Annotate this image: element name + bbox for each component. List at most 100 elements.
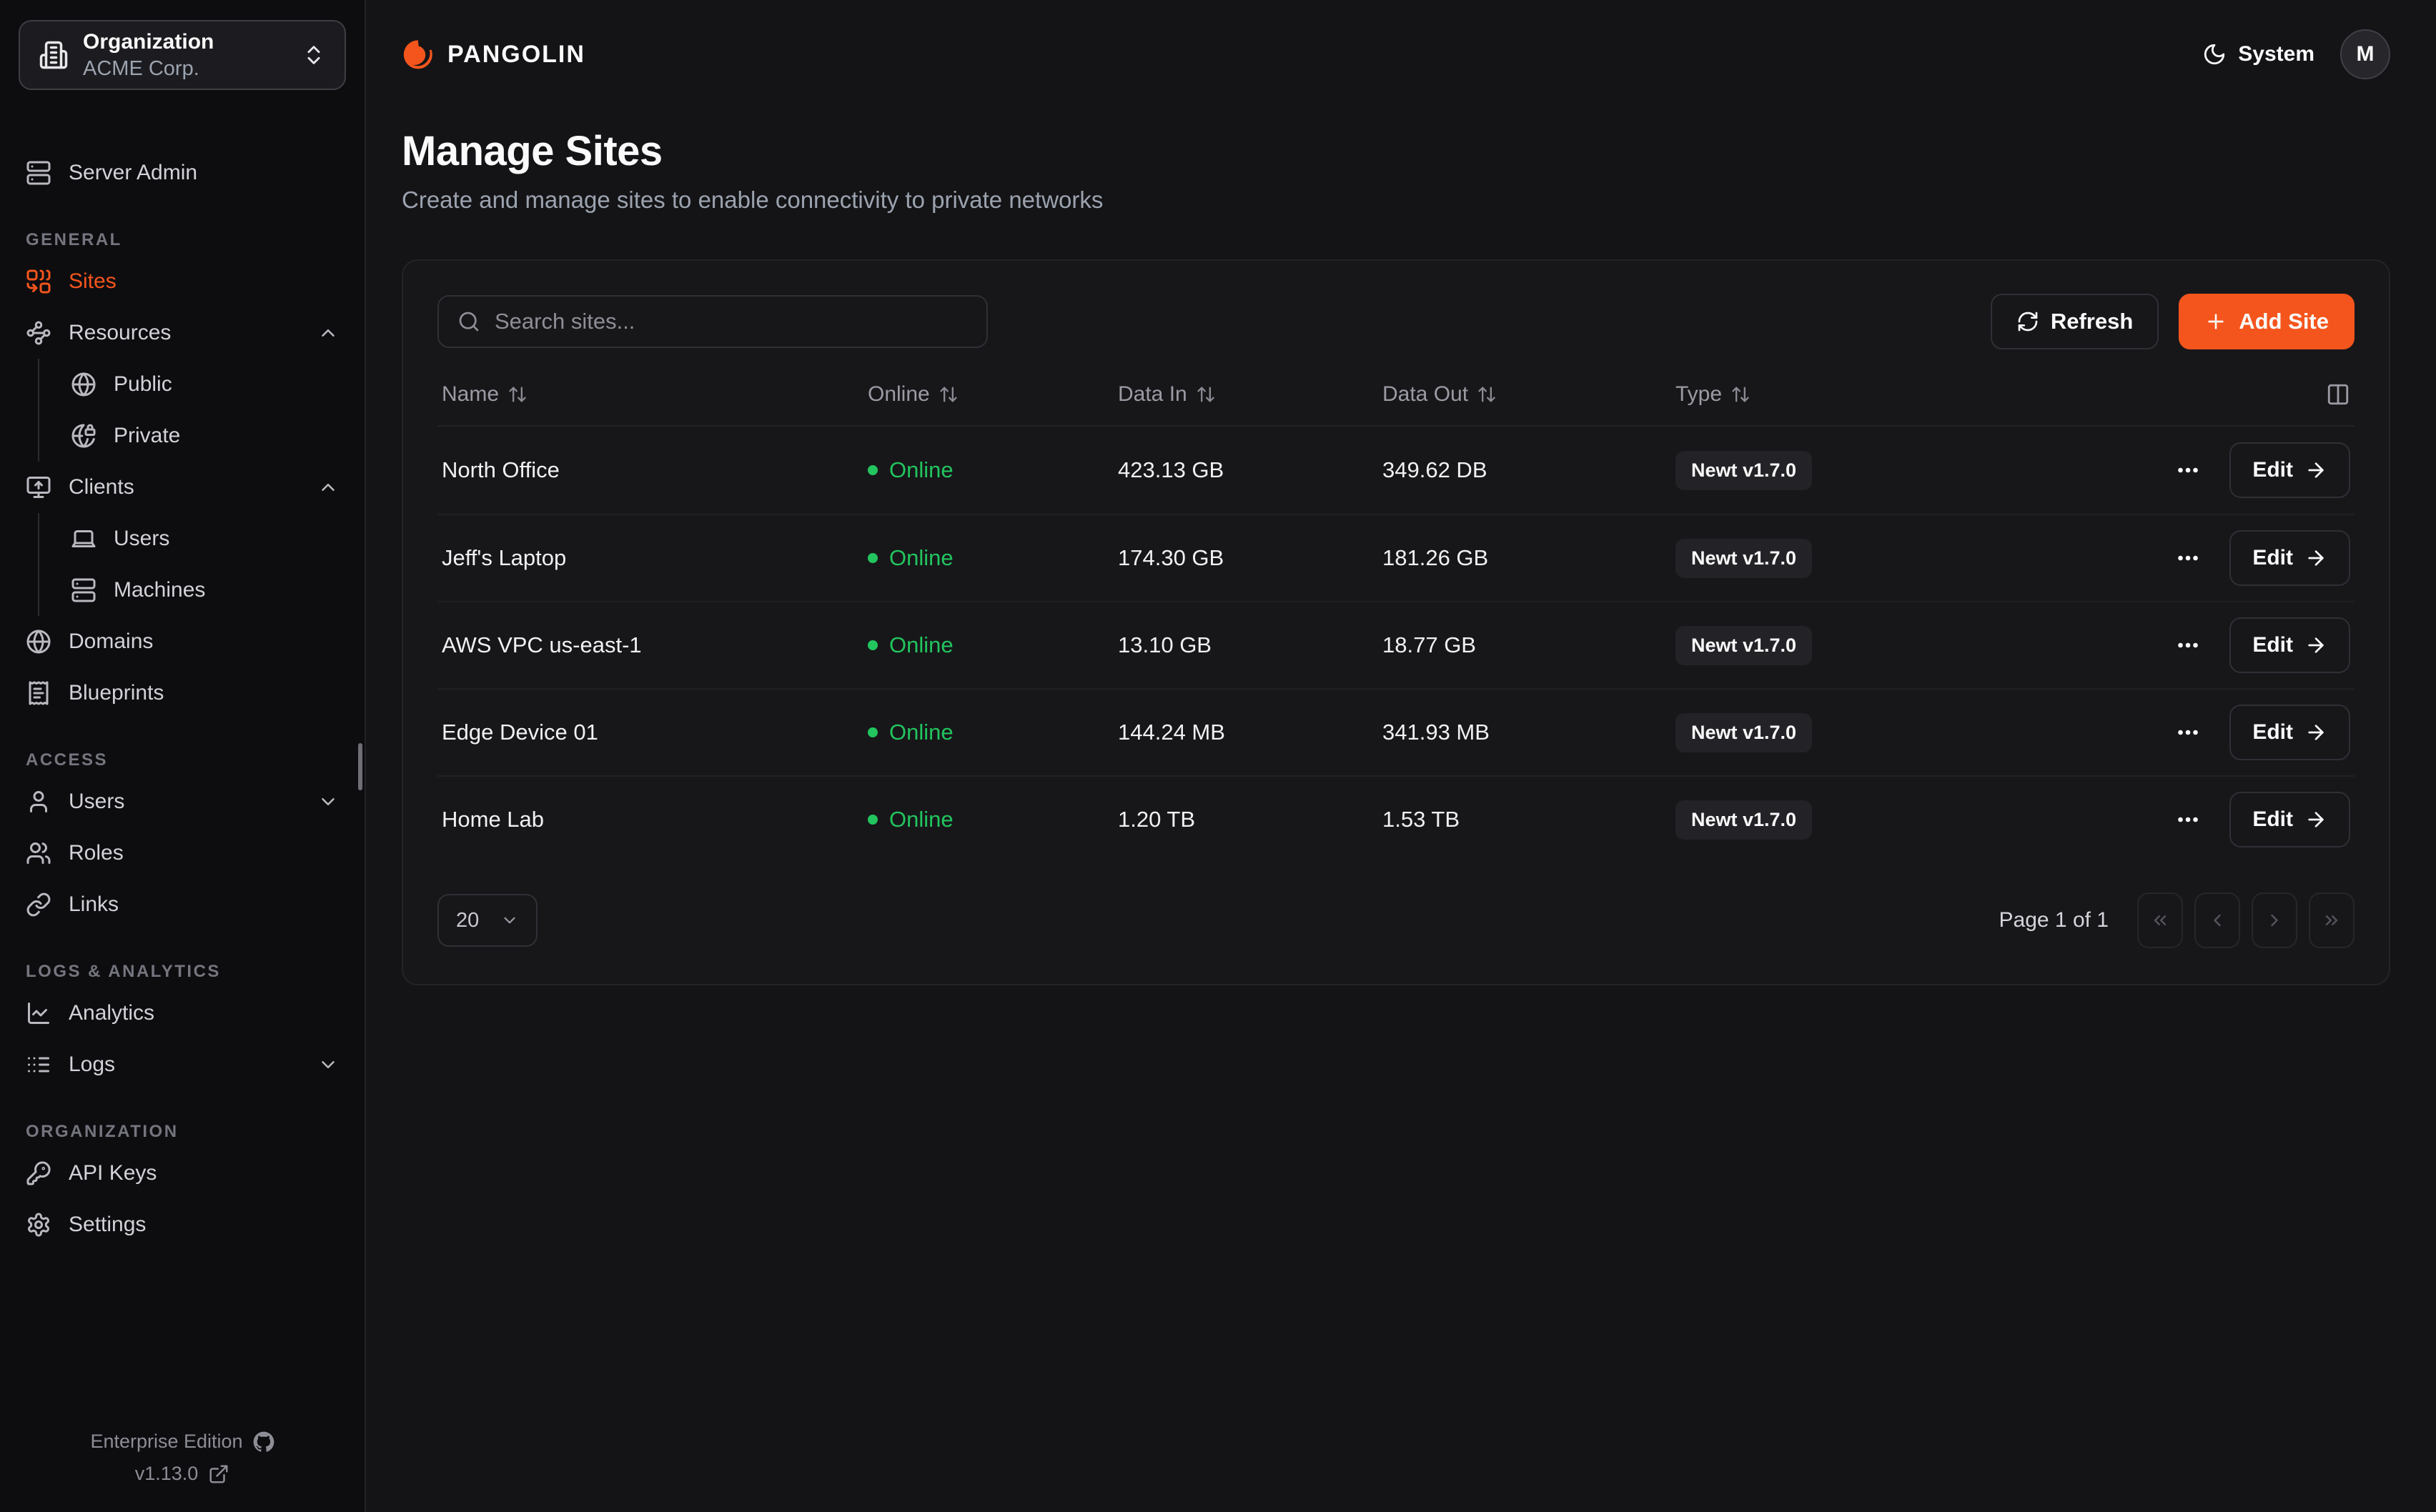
online-dot-icon <box>868 815 878 825</box>
toolbar-actions: Refresh Add Site <box>1990 294 2355 349</box>
table-row: AWS VPC us-east-1 Online 13.10 GB 18.77 … <box>437 601 2355 688</box>
prev-page-button[interactable] <box>2194 892 2240 948</box>
sidebar-item-links[interactable]: Links <box>19 879 346 930</box>
sidebar-item-label: Sites <box>69 269 117 293</box>
data-out-value: 341.93 MB <box>1382 720 1490 745</box>
sidebar-item-label: Users <box>69 790 125 813</box>
ellipsis-icon <box>2178 817 2199 822</box>
page-title: Manage Sites <box>402 128 663 174</box>
column-header-data-in[interactable]: Data In <box>1118 382 1382 407</box>
search-input[interactable] <box>495 309 968 334</box>
sidebar-item-domains[interactable]: Domains <box>19 616 346 667</box>
data-in-value: 13.10 GB <box>1118 632 1212 657</box>
edit-button[interactable]: Edit <box>2229 442 2350 498</box>
globe-icon <box>26 630 51 654</box>
edit-button[interactable]: Edit <box>2229 705 2350 760</box>
sidebar-item-users[interactable]: Users <box>19 776 346 827</box>
add-site-button[interactable]: Add Site <box>2179 294 2355 349</box>
sidebar-scrollbar-thumb[interactable] <box>358 743 362 790</box>
sidebar-item-label: Blueprints <box>69 681 164 705</box>
column-label: Data In <box>1118 382 1187 406</box>
table-header: Name Online Data In Data Out <box>437 382 2355 427</box>
avatar[interactable]: M <box>2340 29 2390 79</box>
edit-button[interactable]: Edit <box>2229 530 2350 586</box>
sites-table: Name Online Data In Data Out <box>437 382 2355 862</box>
sort-icon <box>509 387 526 402</box>
section-title-access: ACCESS <box>26 750 109 770</box>
sidebar-item-analytics[interactable]: Analytics <box>19 988 346 1039</box>
first-page-button[interactable] <box>2137 892 2183 948</box>
pagination: 20 Page 1 of 1 <box>437 892 2355 948</box>
row-menu-button[interactable] <box>2175 720 2201 745</box>
data-in-value: 174.30 GB <box>1118 545 1224 570</box>
sidebar-item-label: Server Admin <box>69 161 198 184</box>
globe-lock-icon <box>71 424 96 448</box>
row-menu-button[interactable] <box>2175 545 2201 571</box>
row-menu-button[interactable] <box>2175 807 2201 832</box>
edition-line[interactable]: Enterprise Edition <box>90 1431 274 1453</box>
chevron-left-icon <box>2214 914 2221 927</box>
sidebar-item-logs[interactable]: Logs <box>19 1039 346 1090</box>
sidebar-item-machines[interactable]: Machines <box>64 564 346 616</box>
sort-icon <box>1197 387 1214 402</box>
site-name: North Office <box>442 457 560 482</box>
sidebar-footer: Enterprise Edition v1.13.0 <box>19 1431 346 1491</box>
receipt-icon <box>29 681 49 705</box>
section-title-organization: ORGANIZATION <box>26 1122 179 1141</box>
type-badge: Newt v1.7.0 <box>1675 450 1813 490</box>
online-dot-icon <box>868 465 878 475</box>
row-menu-button[interactable] <box>2175 457 2201 483</box>
arrow-right-icon <box>2308 550 2324 566</box>
edit-button[interactable]: Edit <box>2229 617 2350 673</box>
refresh-icon <box>2018 312 2038 332</box>
avatar-initial: M <box>2356 42 2375 66</box>
moon-icon <box>2204 44 2225 65</box>
sort-icon <box>1478 387 1495 402</box>
edit-button[interactable]: Edit <box>2229 792 2350 847</box>
status-badge: Online <box>868 807 1118 832</box>
sidebar-item-roles[interactable]: Roles <box>19 827 346 879</box>
page-size-select[interactable]: 20 <box>437 894 538 947</box>
org-switcher[interactable]: Organization ACME Corp. <box>19 20 346 90</box>
topbar: PANGOLIN System M <box>402 0 2390 109</box>
sidebar-item-label: Roles <box>69 841 124 865</box>
site-name: Edge Device 01 <box>442 720 598 745</box>
column-label: Online <box>868 382 930 406</box>
column-header-data-out[interactable]: Data Out <box>1382 382 1675 407</box>
card-toolbar: Refresh Add Site <box>437 294 2355 349</box>
type-badge: Newt v1.7.0 <box>1675 800 1813 840</box>
sidebar-item-blueprints[interactable]: Blueprints <box>19 667 346 719</box>
column-header-type[interactable]: Type <box>1675 382 2011 407</box>
refresh-button[interactable]: Refresh <box>1990 294 2159 349</box>
link-icon <box>26 892 51 917</box>
org-value: ACME Corp. <box>83 56 199 80</box>
sidebar-item-client-users[interactable]: Users <box>64 513 346 564</box>
site-name: Jeff's Laptop <box>442 545 567 570</box>
arrow-right-icon <box>2308 812 2324 827</box>
chevrons-right-icon <box>2325 915 2338 925</box>
sidebar-item-server-admin[interactable]: Server Admin <box>19 147 346 199</box>
sidebar-item-clients[interactable]: Clients <box>19 462 346 513</box>
sidebar-item-sites[interactable]: Sites <box>19 256 346 307</box>
columns-toggle-button[interactable] <box>2326 382 2350 407</box>
combine-icon <box>26 269 51 294</box>
sidebar-item-api-keys[interactable]: API Keys <box>19 1148 346 1199</box>
table-row: Edge Device 01 Online 144.24 MB 341.93 M… <box>437 688 2355 775</box>
column-header-name[interactable]: Name <box>442 382 868 407</box>
external-link-icon <box>209 1465 228 1483</box>
status-badge: Online <box>868 720 1118 745</box>
column-header-online[interactable]: Online <box>868 382 1118 407</box>
theme-toggle[interactable]: System <box>2202 42 2314 66</box>
next-page-button[interactable] <box>2252 892 2297 948</box>
row-menu-button[interactable] <box>2175 632 2201 658</box>
sidebar-item-public[interactable]: Public <box>64 359 346 410</box>
sidebar-item-private[interactable]: Private <box>64 410 346 462</box>
sidebar-item-settings[interactable]: Settings <box>19 1199 346 1250</box>
version-line[interactable]: v1.13.0 <box>135 1463 230 1485</box>
sidebar-item-resources[interactable]: Resources <box>19 307 346 359</box>
data-out-value: 18.77 GB <box>1382 632 1476 657</box>
data-out-value: 181.26 GB <box>1382 545 1489 570</box>
last-page-button[interactable] <box>2309 892 2355 948</box>
version-label: v1.13.0 <box>134 1463 199 1484</box>
pagination-right: Page 1 of 1 <box>1999 892 2355 948</box>
